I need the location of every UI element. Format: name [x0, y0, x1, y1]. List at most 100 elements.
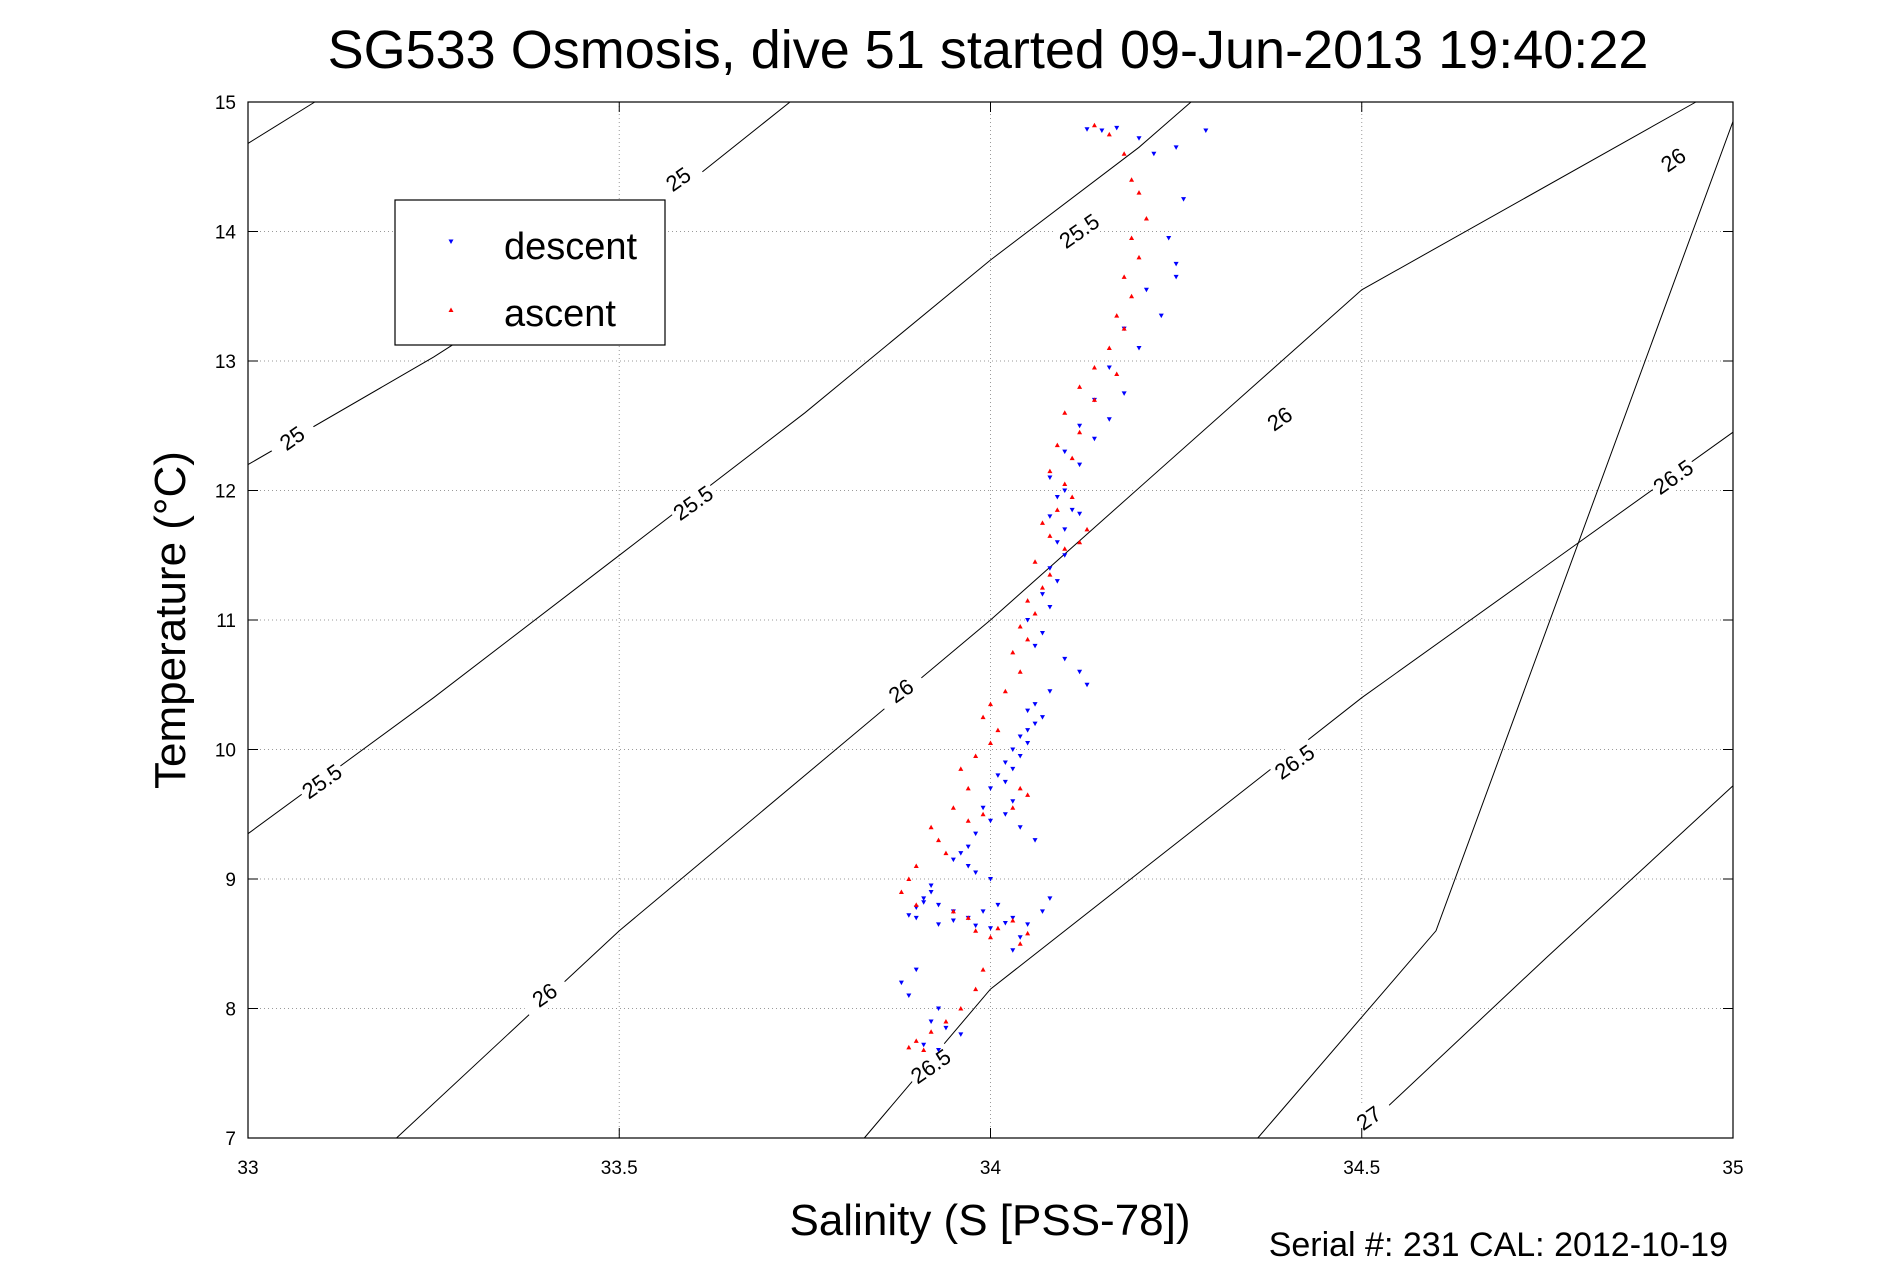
ascent-point	[973, 986, 979, 992]
contour-label-bg	[650, 153, 705, 203]
contour-label-bg	[516, 969, 571, 1019]
descent-point	[921, 1042, 927, 1048]
descent-point	[1025, 728, 1031, 733]
descent-point	[950, 918, 956, 923]
descent-point	[1062, 488, 1068, 493]
descent-point	[913, 967, 919, 973]
descent-point	[1010, 948, 1016, 953]
descent-point	[1010, 799, 1016, 804]
y-tick-label: 11	[216, 611, 236, 632]
descent-point	[973, 923, 979, 929]
ascent-point	[950, 908, 956, 914]
ascent-point	[1136, 190, 1142, 195]
descent-point	[1106, 365, 1112, 370]
ascent-point	[1054, 507, 1060, 512]
descent-point	[1062, 527, 1068, 532]
y-axis-label: Temperature (°C)	[146, 451, 195, 789]
ascent-point	[1069, 455, 1075, 461]
descent-series	[898, 125, 1209, 1053]
ascent-point	[1039, 585, 1045, 590]
contour-line-26	[1257, 121, 1734, 1139]
descent-point	[1025, 741, 1031, 746]
ascent-point	[1091, 364, 1097, 370]
descent-point	[988, 926, 993, 931]
legend-ascent-marker	[448, 307, 454, 312]
descent-point	[1032, 838, 1038, 843]
ascent-point	[1143, 216, 1149, 221]
descent-point	[1025, 922, 1031, 927]
descent-point	[1054, 579, 1060, 584]
descent-point	[1054, 540, 1060, 545]
descent-point	[965, 844, 971, 850]
descent-point	[1099, 128, 1105, 133]
descent-point	[913, 915, 919, 921]
ascent-point	[1010, 917, 1016, 923]
ascent-point	[1106, 131, 1112, 137]
descent-point	[1077, 462, 1083, 468]
contour-label-bg	[1645, 134, 1700, 184]
descent-point	[1062, 656, 1068, 662]
ascent-point	[906, 1044, 912, 1050]
descent-point	[1158, 313, 1164, 319]
x-tick-label: 34	[980, 1158, 1002, 1179]
ascent-point	[928, 824, 934, 830]
descent-point	[1121, 391, 1127, 396]
descent-point	[1047, 514, 1053, 519]
descent-point	[1002, 812, 1008, 817]
descent-point	[1166, 235, 1172, 241]
ascent-point	[921, 1047, 927, 1052]
descent-point	[1047, 475, 1053, 481]
descent-point	[1002, 921, 1008, 926]
descent-point	[1010, 747, 1016, 752]
descent-point	[936, 1006, 942, 1011]
y-tick-label: 8	[225, 1000, 236, 1021]
ascent-point	[1091, 122, 1097, 128]
descent-point	[1106, 417, 1112, 422]
ascent-point	[1025, 930, 1031, 936]
legend-box	[394, 199, 666, 346]
descent-point	[1002, 779, 1008, 785]
descent-point	[1047, 566, 1053, 571]
descent-point	[928, 1019, 934, 1024]
ascent-point	[898, 889, 904, 894]
x-axis-ticks: 33 33.5 34 34.5 35	[237, 102, 1744, 1179]
descent-point	[1062, 449, 1068, 455]
descent-point	[1002, 760, 1008, 765]
ascent-point	[965, 818, 971, 823]
descent-point	[1039, 715, 1045, 720]
legend-descent-label: descent	[504, 226, 638, 268]
legend-descent-marker	[448, 239, 454, 244]
descent-point	[1017, 753, 1023, 759]
descent-point	[1017, 734, 1023, 740]
descent-point	[988, 818, 993, 824]
x-tick-label: 34.5	[1343, 1158, 1380, 1179]
descent-point	[1151, 151, 1157, 157]
ascent-point	[1025, 598, 1031, 603]
descent-point	[1077, 669, 1083, 675]
x-tick-label: 33	[237, 1158, 258, 1179]
ascent-point	[965, 915, 971, 920]
descent-point	[958, 851, 964, 856]
ascent-point	[1129, 177, 1135, 182]
ascent-point	[988, 740, 993, 746]
ascent-point	[1084, 526, 1090, 532]
descent-point	[921, 896, 927, 901]
descent-point	[1069, 507, 1075, 513]
ascent-point	[906, 876, 912, 881]
ascent-point	[943, 850, 949, 856]
ascent-point	[1077, 429, 1083, 435]
ascent-series	[898, 122, 1149, 1052]
serial-cal-footer: Serial #: 231 CAL: 2012-10-19	[1269, 1226, 1728, 1262]
descent-point	[973, 870, 979, 876]
ascent-point	[913, 1038, 919, 1043]
ascent-point	[1091, 397, 1097, 402]
ascent-point	[965, 785, 971, 791]
descent-point	[1084, 127, 1090, 132]
ascent-point	[1106, 345, 1112, 351]
ascent-point	[928, 1029, 934, 1034]
ascent-point	[1047, 468, 1053, 474]
descent-point	[936, 902, 942, 908]
descent-point	[988, 786, 993, 791]
ascent-point	[988, 934, 993, 940]
